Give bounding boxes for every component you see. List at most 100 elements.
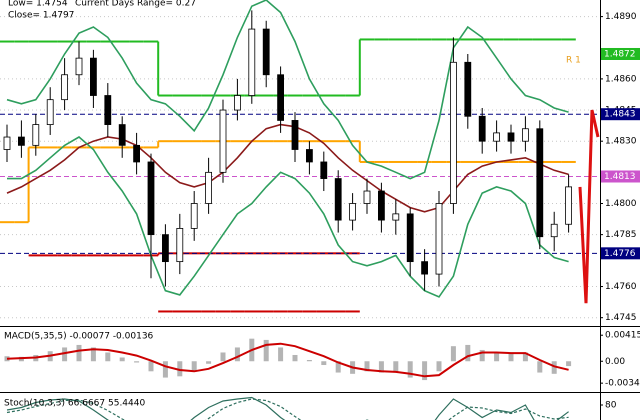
y-tick-label: 1.4745 — [605, 313, 637, 323]
macd-bar — [191, 361, 197, 372]
macd-bar — [234, 347, 240, 362]
candle-body — [147, 161, 155, 236]
macd-bar — [479, 349, 485, 362]
macd-bar — [436, 361, 442, 372]
y-tick-label: 1.4785 — [605, 230, 637, 240]
candle-body — [219, 109, 227, 173]
candle-body — [104, 95, 112, 125]
level-tag-label: 1.4872 — [604, 49, 636, 59]
y-tick-label: -0.00349 — [605, 379, 640, 389]
candle-body — [522, 128, 529, 142]
level-tag-label: 1.4813 — [604, 172, 636, 182]
macd-bar — [105, 352, 111, 362]
macd-bar — [508, 353, 514, 362]
macd-bar — [465, 344, 471, 362]
candle-body — [507, 132, 515, 142]
level-tag — [601, 170, 640, 183]
candle-body — [493, 132, 501, 142]
macd-bar — [551, 361, 557, 374]
level-tag-label: 1.4776 — [604, 249, 636, 259]
level-tag-label: 1.4843 — [604, 110, 636, 120]
projection-line — [578, 109, 600, 304]
y-tick-label: 1.4800 — [605, 199, 637, 209]
candle-body — [536, 128, 544, 238]
macd-bar — [537, 361, 543, 373]
candle-body — [61, 74, 68, 101]
candle-body — [133, 144, 141, 163]
macd-bar — [522, 352, 528, 362]
macd-bar — [450, 346, 456, 362]
oscillator-line — [6, 398, 569, 420]
level-tag — [601, 108, 640, 121]
candle-body — [565, 186, 572, 225]
y-tick-label: 0.00415 — [605, 331, 640, 341]
y-tick-label: 1.4860 — [605, 74, 637, 84]
macd-bar — [292, 354, 298, 362]
candle-body — [550, 223, 558, 238]
macd-bar — [62, 347, 68, 362]
macd-bar — [335, 361, 341, 373]
macd-bar — [148, 361, 154, 372]
candle-body — [406, 213, 414, 263]
candle-body — [464, 61, 472, 117]
candle-body — [46, 99, 54, 125]
indicator-line — [6, 123, 569, 213]
candle-body — [262, 28, 270, 76]
macd-bar — [134, 361, 140, 363]
candle-body — [320, 161, 328, 179]
y-tick-label: 1.4760 — [605, 282, 637, 292]
level-annotation: R 1 — [566, 55, 581, 65]
candle-body — [291, 120, 299, 150]
candle-body — [449, 61, 457, 204]
panel-title: MACD(5,35,5) -0.00077 -0.00136 — [4, 332, 154, 342]
candle-body — [421, 261, 429, 275]
candle-body — [233, 95, 241, 111]
macd-bar — [220, 352, 226, 362]
level-tag — [601, 247, 640, 260]
macd-bar — [393, 361, 399, 373]
y-tick-label: 80 — [605, 401, 617, 411]
y-tick-label: 0.00 — [605, 357, 625, 367]
candle-body — [176, 228, 184, 263]
macd-bar — [321, 361, 327, 366]
candle-body — [190, 203, 198, 229]
info-text: Current Days Range= 0.27 — [75, 0, 196, 9]
macd-bar — [278, 347, 284, 362]
candle-body — [363, 190, 371, 204]
macd-bar — [263, 339, 269, 362]
indicator-line — [6, 0, 569, 180]
oscillator-line — [6, 396, 569, 420]
level-tag — [601, 47, 640, 60]
candle-body — [478, 115, 486, 142]
candle-body — [205, 171, 213, 204]
candle-body — [17, 136, 25, 146]
candle-body — [161, 234, 169, 263]
candle-body — [3, 136, 11, 150]
candle-body — [118, 124, 126, 146]
panel-title: Stoch(10,3,3) 66.6667 55.4440 — [4, 399, 145, 409]
macd-bar — [422, 361, 428, 381]
macd-bar — [364, 361, 370, 372]
macd-bar — [407, 361, 413, 378]
candle-body — [90, 57, 97, 96]
y-tick-label: 1.4890 — [605, 12, 637, 22]
candle-body — [32, 124, 40, 146]
candle-body — [248, 28, 256, 96]
info-text: Low= 1.4754 — [8, 0, 68, 9]
macd-bar — [206, 361, 212, 364]
candle-body — [277, 74, 285, 121]
candle-body — [349, 203, 357, 221]
candle-body — [435, 203, 443, 275]
macd-bar — [119, 357, 125, 362]
macd-bar — [177, 361, 183, 377]
macd-bar — [4, 356, 10, 362]
macd-bar — [494, 352, 500, 362]
macd-bar — [378, 361, 384, 373]
candle-body — [377, 190, 385, 221]
macd-bar — [90, 347, 96, 362]
macd-bar — [306, 360, 312, 362]
candle-body — [75, 57, 83, 76]
macd-bar — [162, 361, 168, 378]
